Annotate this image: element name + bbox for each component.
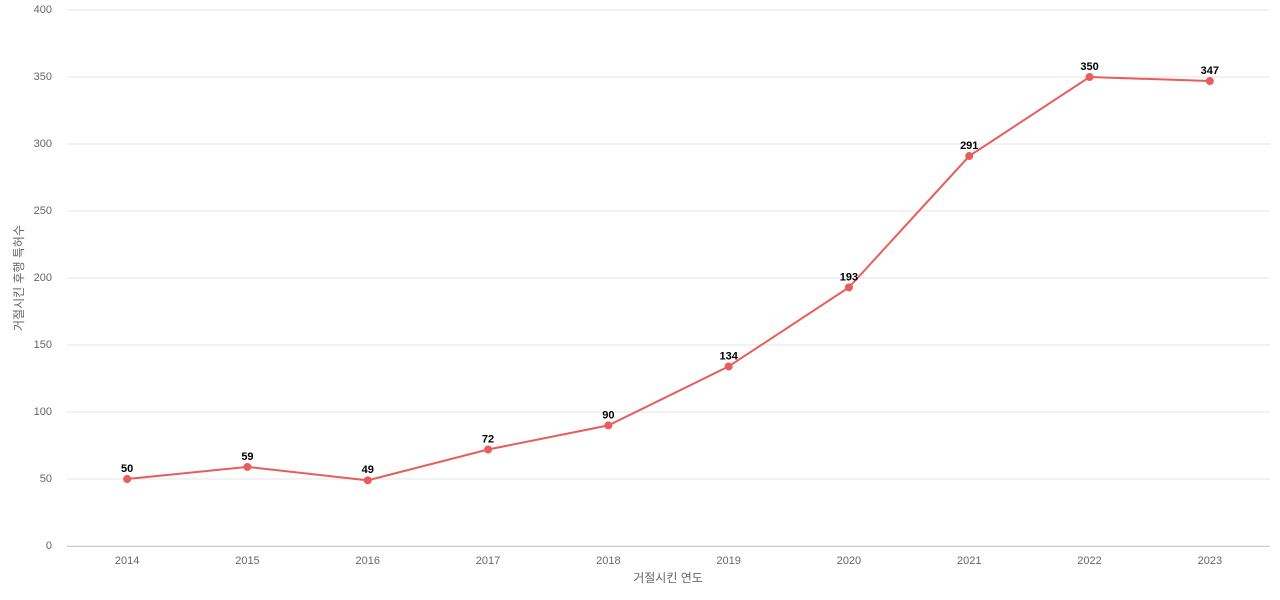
- point: [1205, 77, 1214, 86]
- y-tick-label: 200: [34, 272, 52, 284]
- x-tick-label: 2020: [837, 555, 861, 567]
- value-label: 90: [602, 409, 614, 421]
- y-tick-label: 250: [34, 205, 52, 217]
- x-axis-title: 거절시킨 연도: [633, 571, 703, 585]
- point: [1085, 73, 1094, 81]
- value-label: 49: [362, 464, 374, 476]
- value-label: 59: [241, 451, 253, 463]
- x-tick-label: 2023: [1198, 555, 1222, 567]
- x-tick-label: 2017: [476, 555, 500, 567]
- y-tick-label: 350: [34, 71, 52, 83]
- y-tick-label: 400: [34, 4, 52, 16]
- value-label: 193: [840, 271, 858, 283]
- point: [243, 462, 252, 471]
- point: [604, 421, 613, 430]
- point: [965, 152, 974, 161]
- value-label: 134: [719, 350, 738, 362]
- y-tick-label: 50: [40, 473, 52, 485]
- value-label: 350: [1080, 61, 1098, 73]
- x-tick-label: 2014: [115, 555, 139, 567]
- x-tick-label: 2019: [716, 555, 740, 567]
- point: [484, 445, 493, 454]
- x-tick-label: 2015: [235, 555, 259, 567]
- y-tick-label: 300: [34, 138, 52, 150]
- y-tick-label: 0: [46, 540, 52, 552]
- point: [363, 476, 372, 485]
- value-label: 72: [482, 433, 494, 445]
- x-tick-label: 2016: [356, 555, 380, 567]
- value-label: 291: [960, 140, 978, 152]
- x-tick-label: 2021: [957, 555, 981, 567]
- y-tick-label: 100: [34, 406, 52, 418]
- x-tick-label: 2022: [1077, 555, 1101, 567]
- y-axis-title: 거절시킨 후행 특허수: [11, 225, 26, 331]
- value-label: 50: [121, 463, 133, 475]
- point: [123, 475, 132, 483]
- point: [724, 362, 733, 371]
- line: [127, 75, 1210, 482]
- point: [844, 283, 853, 292]
- value-label: 347: [1201, 65, 1219, 77]
- x-tick-label: 2018: [596, 555, 620, 567]
- y-tick-label: 150: [34, 339, 52, 351]
